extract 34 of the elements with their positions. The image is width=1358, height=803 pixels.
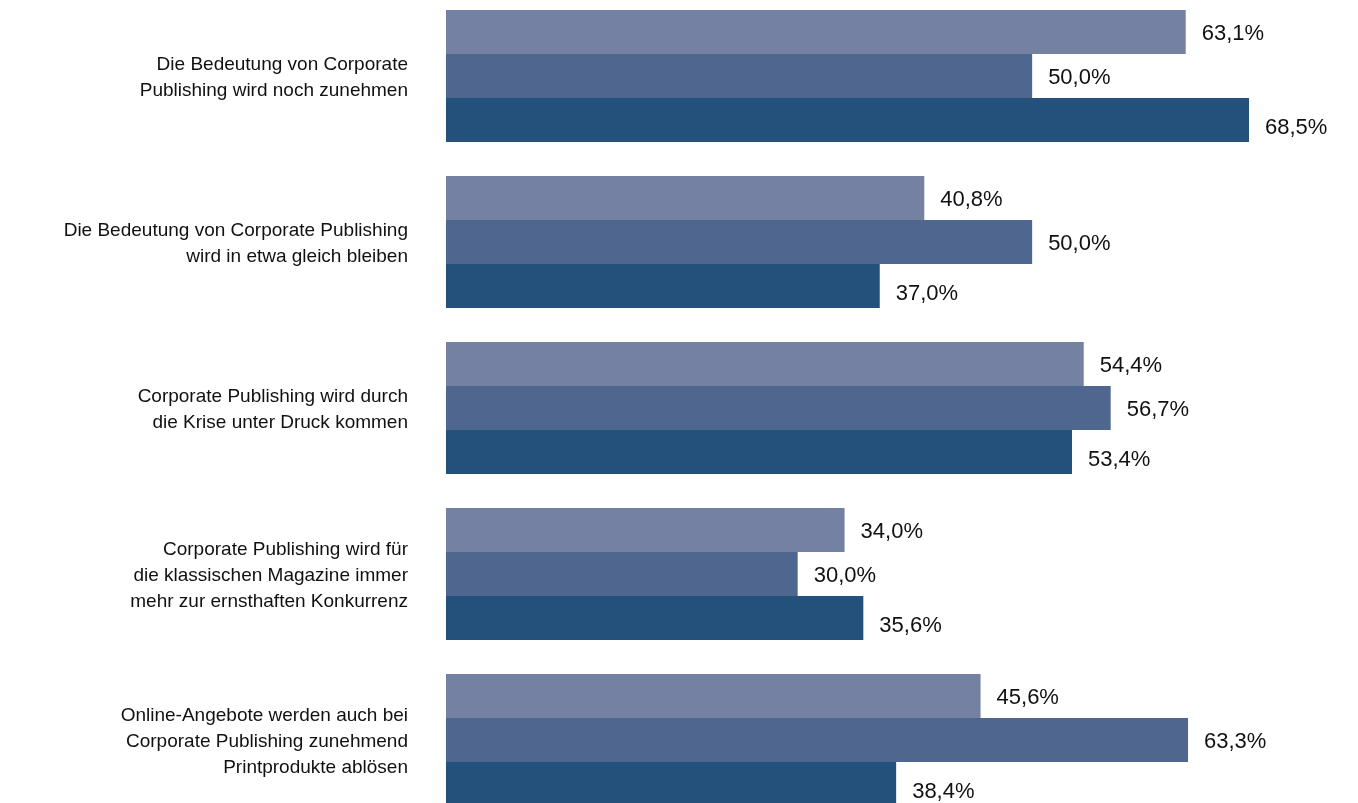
data-label: 40,8% bbox=[940, 186, 1003, 211]
data-label: 34,0% bbox=[860, 518, 923, 543]
y-tick-label: Corporate Publishing wird durch die Krise unter Druck kommen bbox=[137, 385, 408, 432]
data-label: 50,0% bbox=[1048, 64, 1111, 89]
bar bbox=[446, 264, 880, 308]
bar bbox=[446, 552, 798, 596]
data-label: 63,3% bbox=[1204, 728, 1267, 753]
data-label: 38,4% bbox=[912, 778, 975, 803]
data-label: 35,6% bbox=[879, 612, 942, 637]
data-label: 37,0% bbox=[895, 280, 959, 305]
y-tick-label: Corporate Publishing wird für die klassischen Magazine immer mehr zur ernsthaften Konkurrenz bbox=[130, 538, 409, 611]
y-tick-label: Online-Angebote werden auch bei Corporate Publishing zunehmend Printprodukte ablösen bbox=[120, 704, 408, 777]
bar bbox=[446, 430, 1072, 474]
bar bbox=[446, 98, 1249, 142]
bar bbox=[446, 176, 925, 220]
data-label: 56,7% bbox=[1126, 396, 1190, 421]
data-label: 63,1% bbox=[1201, 20, 1265, 45]
bar bbox=[446, 342, 1084, 386]
bar bbox=[446, 596, 864, 640]
data-label: 53,4% bbox=[1087, 446, 1151, 471]
data-label: 30,0% bbox=[813, 562, 877, 587]
y-tick-label: Die Bedeutung von Corporate Publishing wird in etwa gleich bleiben bbox=[63, 219, 408, 266]
y-tick-label: Die Bedeutung von Corporate Publishing wird noch zunehmen bbox=[139, 53, 408, 100]
bar bbox=[446, 508, 845, 552]
bar bbox=[446, 54, 1033, 98]
bar bbox=[446, 718, 1189, 762]
data-label: 50,0% bbox=[1048, 230, 1111, 255]
data-label: 68,5% bbox=[1265, 114, 1328, 139]
data-label: 54,4% bbox=[1099, 352, 1163, 377]
bar bbox=[446, 674, 981, 718]
bar bbox=[446, 220, 1033, 264]
data-label: 45,6% bbox=[996, 684, 1059, 709]
bar bbox=[446, 386, 1111, 430]
bar bbox=[446, 10, 1186, 54]
